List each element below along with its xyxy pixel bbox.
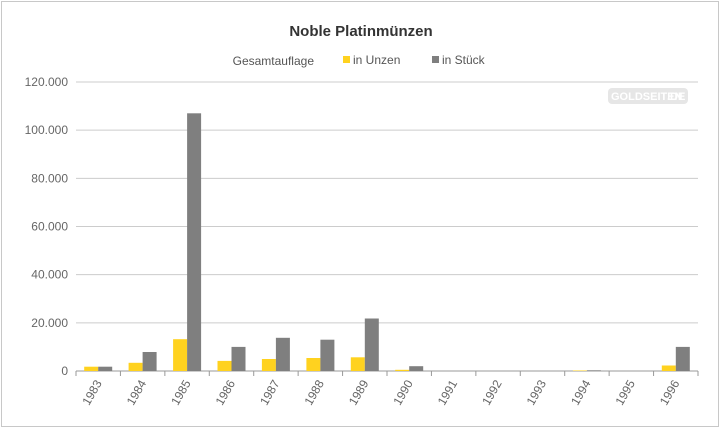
gridlines	[76, 81, 698, 372]
legend-label-unzen: in Unzen	[353, 53, 400, 67]
y-tick-label: 100.000	[25, 123, 69, 137]
bars	[84, 113, 690, 372]
bar-stueck	[409, 366, 424, 371]
watermark-right: .DE	[667, 91, 685, 103]
bar-unzen	[395, 369, 410, 371]
x-tick-label: 1988	[301, 377, 327, 407]
y-tick-label: 120.000	[25, 75, 69, 89]
bar-unzen	[173, 339, 188, 371]
legend-swatch-unzen	[343, 56, 350, 63]
x-tick-label: 1993	[524, 377, 550, 407]
y-tick-label: 80.000	[31, 171, 68, 185]
x-tick-label: 1983	[79, 377, 105, 407]
x-tick-label: 1987	[257, 377, 283, 407]
y-axis: 0 20.000 40.000 60.000 80.000 100.000 120.000	[25, 75, 69, 378]
y-tick-label: 40.000	[31, 268, 68, 282]
bar-unzen	[261, 359, 276, 371]
x-tick-label: 1984	[124, 377, 150, 407]
x-tick-label: 1996	[657, 377, 683, 407]
x-tick-label: 1992	[479, 377, 505, 407]
chart-title: Noble Platinmünzen	[289, 23, 432, 40]
bar-stueck	[586, 370, 601, 371]
y-tick-label: 60.000	[31, 220, 68, 234]
bar-stueck	[98, 366, 113, 371]
bar-unzen	[661, 365, 676, 371]
bar-unzen	[84, 366, 99, 371]
watermark-left: GOLDSEITEN	[611, 91, 683, 103]
x-tick-label: 1991	[435, 377, 461, 407]
legend-swatch-stueck	[432, 56, 439, 63]
bar-stueck	[187, 113, 202, 372]
legend: Gesamtauflage in Unzen in Stück	[233, 53, 486, 68]
x-tick-label: 1985	[168, 377, 194, 407]
x-tick-label: 1986	[213, 377, 239, 407]
bar-unzen	[306, 358, 321, 371]
x-tick-label: 1989	[346, 377, 372, 407]
bar-stueck	[142, 352, 157, 371]
legend-title: Gesamtauflage	[233, 54, 315, 68]
bar-stueck	[320, 339, 335, 371]
x-tick-label: 1995	[612, 377, 638, 407]
x-axis: 1983 1984 1985 1986 1987 1988 1989 1990 1991 1992…	[75, 371, 699, 408]
legend-label-stueck: in Stück	[442, 53, 486, 67]
bar-stueck	[275, 337, 290, 371]
y-tick-label: 20.000	[31, 316, 68, 330]
bar-stueck	[675, 346, 690, 371]
x-tick-label: 1990	[390, 377, 416, 407]
bar-unzen	[572, 370, 587, 371]
bar-unzen	[217, 360, 232, 371]
bar-unzen	[128, 362, 143, 371]
y-tick-label: 0	[61, 364, 68, 378]
x-tick-label: 1994	[568, 377, 594, 407]
bar-unzen	[350, 357, 365, 371]
bar-stueck	[231, 346, 246, 371]
bar-stueck	[364, 318, 379, 371]
watermark-logo: GOLDSEITEN .DE	[608, 88, 688, 104]
